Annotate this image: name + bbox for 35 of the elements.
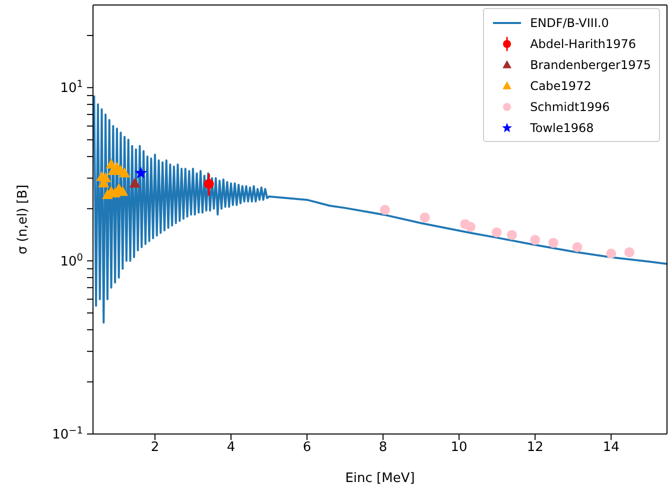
point [420,212,430,222]
point [548,238,558,248]
y-tick-label: 10$^{1}$ [60,78,83,96]
x-tick-label: 2 [150,440,160,456]
legend-label: Schmidt1996 [530,100,610,114]
point [380,204,390,215]
point [129,178,140,188]
point [117,186,128,196]
point [606,248,616,259]
legend-label: Towle1968 [530,120,594,134]
y-axis-title: σ (n,el) [B] [16,184,31,254]
point [572,242,582,252]
x-tick-label: 14 [602,440,620,456]
y-tick-label: 10$^{0}$ [60,252,83,270]
x-tick-label: 6 [302,440,312,456]
point [492,227,502,238]
x-tick-label: 4 [226,440,236,456]
point [506,230,517,240]
point [204,178,214,189]
legend-label: Cabe1972 [530,78,592,92]
point [624,247,634,258]
point [100,172,112,182]
point [119,167,130,178]
x-axis-title: Einc [MeV] [345,471,415,486]
legend-label: Brandenberger1975 [530,58,651,72]
y-tick-label: 10$^{−1}$ [52,425,83,443]
point [465,222,476,232]
legend-label: Abdel-Harith1976 [530,36,636,50]
x-tick-label: 10 [450,440,468,456]
x-tick-label: 12 [526,440,544,456]
point [134,166,148,178]
x-tick-label: 8 [378,440,388,456]
legend-label: ENDF/B-VIII.0 [530,16,609,30]
line-series [93,94,667,324]
point [530,234,540,245]
